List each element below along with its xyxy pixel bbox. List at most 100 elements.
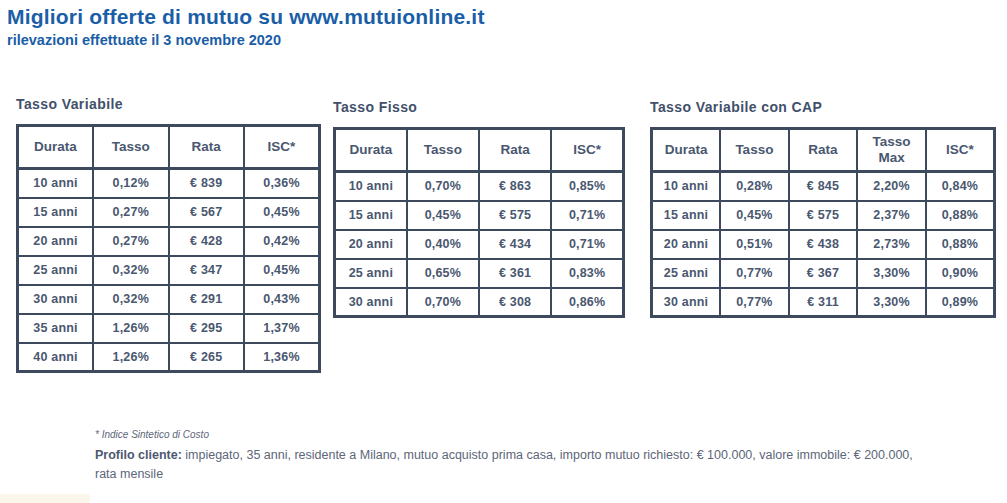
- column-header: Tasso: [93, 126, 169, 169]
- table-cell: 40 anni: [18, 343, 94, 372]
- column-header: Rata: [789, 129, 858, 172]
- table-cell: 0,65%: [407, 259, 479, 288]
- table-row: 30 anni0,77%€ 3113,30%0,89%: [652, 288, 995, 317]
- table-row: 40 anni1,26%€ 2651,36%: [18, 343, 320, 372]
- header-row: DurataTassoRataISC*: [18, 126, 320, 169]
- tasso-variabile-cap-table: DurataTassoRataTasso MaxISC* 10 anni0,28…: [650, 127, 996, 318]
- header-row: DurataTassoRataTasso MaxISC*: [652, 129, 995, 172]
- table-cell: 0,71%: [551, 201, 623, 230]
- table-cell: 15 anni: [335, 201, 407, 230]
- table-cell: 0,45%: [720, 201, 789, 230]
- table-cell: 20 anni: [335, 230, 407, 259]
- tasso-fisso-table: DurataTassoRataISC* 10 anni0,70%€ 8630,8…: [333, 127, 625, 318]
- table-cell: 0,45%: [244, 256, 320, 285]
- table-cell: 0,84%: [926, 172, 995, 201]
- report-page: Migliori offerte di mutuo su www.mutuion…: [0, 0, 1007, 503]
- table-cell: 25 anni: [335, 259, 407, 288]
- table-cell: 10 anni: [335, 172, 407, 201]
- profile-text: impiegato, 35 anni, residente a Milano, …: [182, 448, 913, 462]
- table-cell: 0,45%: [244, 198, 320, 227]
- table-cell: 0,42%: [244, 227, 320, 256]
- table-cell: 2,73%: [857, 230, 926, 259]
- table-cell: 0,90%: [926, 259, 995, 288]
- table-cell: € 575: [789, 201, 858, 230]
- column-header: Tasso: [720, 129, 789, 172]
- table-cell: 0,89%: [926, 288, 995, 317]
- table-cell: 0,43%: [244, 285, 320, 314]
- table-cell: 0,83%: [551, 259, 623, 288]
- table-row: 15 anni0,45%€ 5750,71%: [335, 201, 624, 230]
- table-cell: 0,45%: [407, 201, 479, 230]
- client-profile: Profilo cliente: impiegato, 35 anni, res…: [95, 446, 980, 484]
- table-caption-tasso-variabile: Tasso Variabile: [16, 96, 321, 112]
- table-cell: 3,30%: [857, 288, 926, 317]
- column-header: Durata: [335, 129, 407, 172]
- page-subtitle: rilevazioni effettuate il 3 novembre 202…: [7, 32, 485, 48]
- table-row: 30 anni0,70%€ 3080,86%: [335, 288, 624, 317]
- table-cell: 2,37%: [857, 201, 926, 230]
- table-cell: € 308: [479, 288, 551, 317]
- table-cell: 20 anni: [18, 227, 94, 256]
- table-cell: 30 anni: [335, 288, 407, 317]
- table-cell: 2,20%: [857, 172, 926, 201]
- table-row: 25 anni0,65%€ 3610,83%: [335, 259, 624, 288]
- table-cell: 0,71%: [551, 230, 623, 259]
- column-header: Tasso Max: [857, 129, 926, 172]
- table-cell: € 367: [789, 259, 858, 288]
- table-cell: 0,27%: [93, 227, 169, 256]
- table-cell: 0,36%: [244, 169, 320, 198]
- table-cell: € 863: [479, 172, 551, 201]
- table-cell: 0,77%: [720, 259, 789, 288]
- table-cell: € 438: [789, 230, 858, 259]
- isc-footnote: * Indice Sintetico di Costo: [95, 429, 209, 440]
- table-cell: € 311: [789, 288, 858, 317]
- column-header: ISC*: [926, 129, 995, 172]
- table-cell: 35 anni: [18, 314, 94, 343]
- column-header: Durata: [18, 126, 94, 169]
- table-cell: 1,36%: [244, 343, 320, 372]
- table-cell: 0,27%: [93, 198, 169, 227]
- report-header: Migliori offerte di mutuo su www.mutuion…: [7, 5, 485, 48]
- column-header: ISC*: [244, 126, 320, 169]
- table-cell: € 845: [789, 172, 858, 201]
- table-cell: € 291: [169, 285, 245, 314]
- table-cell: 3,30%: [857, 259, 926, 288]
- table-row: 15 anni0,27%€ 5670,45%: [18, 198, 320, 227]
- table-cell: 0,28%: [720, 172, 789, 201]
- table-cell: 0,77%: [720, 288, 789, 317]
- table-cell: € 361: [479, 259, 551, 288]
- table-cell: 10 anni: [18, 169, 94, 198]
- tasso-variabile-table: DurataTassoRataISC* 10 anni0,12%€ 8390,3…: [16, 124, 321, 373]
- table-row: 10 anni0,70%€ 8630,85%: [335, 172, 624, 201]
- table-cell: 10 anni: [652, 172, 721, 201]
- table-cell: 0,86%: [551, 288, 623, 317]
- table-cell: 0,85%: [551, 172, 623, 201]
- table-cell: 0,40%: [407, 230, 479, 259]
- page-title: Migliori offerte di mutuo su www.mutuion…: [7, 5, 485, 29]
- profile-text-line2: rata mensile: [95, 465, 980, 484]
- table-cell: € 295: [169, 314, 245, 343]
- table-row: 25 anni0,32%€ 3470,45%: [18, 256, 320, 285]
- tasso-variabile-section: Tasso Variabile DurataTassoRataISC* 10 a…: [16, 96, 321, 373]
- table-row: 25 anni0,77%€ 3673,30%0,90%: [652, 259, 995, 288]
- table-cell: 0,70%: [407, 172, 479, 201]
- profile-label: Profilo cliente:: [95, 448, 182, 462]
- table-row: 20 anni0,40%€ 4340,71%: [335, 230, 624, 259]
- table-cell: 25 anni: [18, 256, 94, 285]
- table-cell: 30 anni: [18, 285, 94, 314]
- column-header: ISC*: [551, 129, 623, 172]
- tasso-fisso-section: Tasso Fisso DurataTassoRataISC* 10 anni0…: [333, 99, 625, 318]
- table-row: 10 anni0,28%€ 8452,20%0,84%: [652, 172, 995, 201]
- column-header: Tasso: [407, 129, 479, 172]
- table-cell: 0,32%: [93, 256, 169, 285]
- table-caption-tasso-variabile-cap: Tasso Variabile con CAP: [650, 99, 996, 115]
- table-row: 35 anni1,26%€ 2951,37%: [18, 314, 320, 343]
- table-cell: 0,32%: [93, 285, 169, 314]
- table-cell: € 428: [169, 227, 245, 256]
- table-cell: 15 anni: [652, 201, 721, 230]
- table-cell: € 567: [169, 198, 245, 227]
- column-header: Rata: [479, 129, 551, 172]
- column-header: Rata: [169, 126, 245, 169]
- table-row: 30 anni0,32%€ 2910,43%: [18, 285, 320, 314]
- table-cell: 0,88%: [926, 230, 995, 259]
